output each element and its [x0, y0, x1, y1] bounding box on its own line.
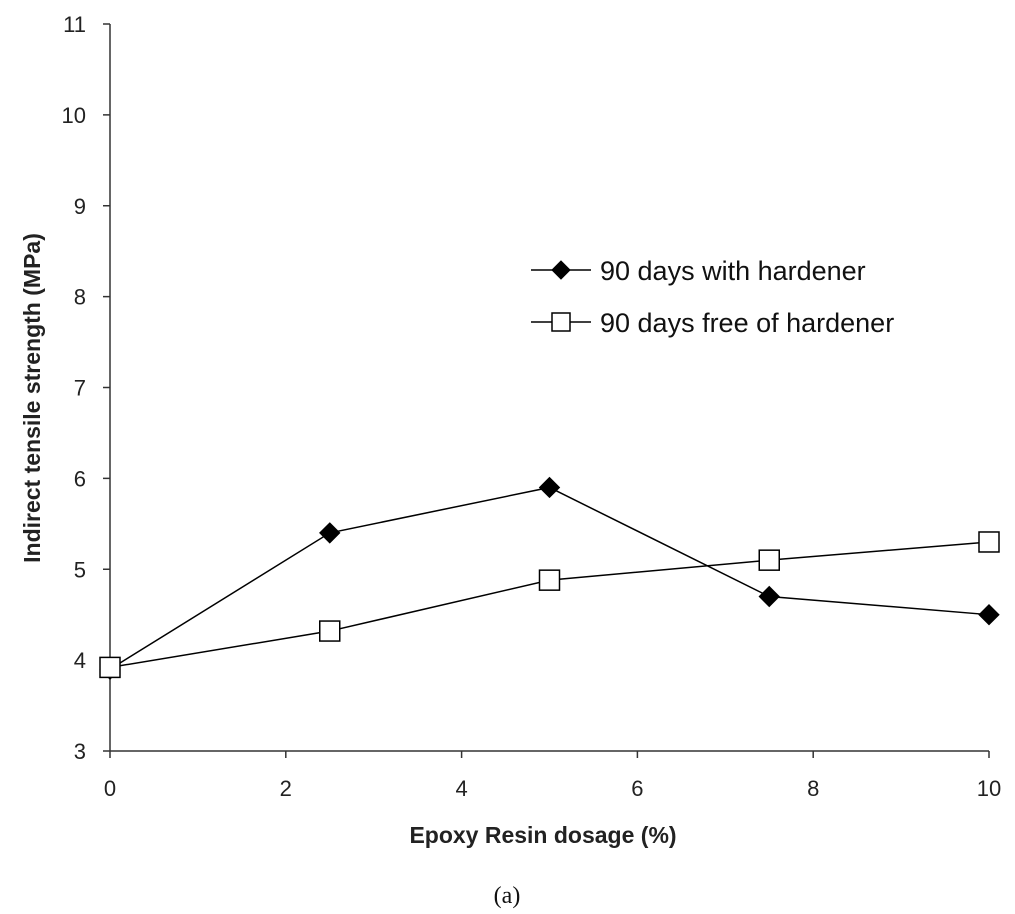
- x-tick-label: 10: [977, 776, 1001, 801]
- y-tick-label: 10: [62, 103, 86, 128]
- data-point-square: [978, 531, 1000, 553]
- plot-area: 0 2 4 6 8 10 3 4 5 6 7 8 9 10 11: [62, 12, 1002, 801]
- data-point-square: [99, 656, 121, 679]
- data-point-diamond: [538, 476, 561, 499]
- x-axis-title: Epoxy Resin dosage (%): [409, 822, 676, 848]
- data-point-diamond: [978, 603, 1000, 626]
- x-tick-label: 6: [631, 776, 643, 801]
- y-tick-label: 7: [74, 376, 86, 401]
- legend-entry-free-of-hardener: 90 days free of hardener: [531, 308, 894, 338]
- filled-diamond-icon: [551, 260, 571, 280]
- y-tick-label: 6: [74, 466, 86, 491]
- x-tick-label: 2: [280, 776, 292, 801]
- legend-entry-with-hardener: 90 days with hardener: [531, 256, 866, 286]
- data-point-diamond: [758, 585, 780, 608]
- figure-caption: (a): [494, 883, 521, 909]
- y-tick-label: 8: [74, 285, 86, 310]
- y-tick-label: 3: [74, 739, 86, 764]
- x-tick-label: 8: [807, 776, 819, 801]
- legend-label-free-of-hardener: 90 days free of hardener: [600, 308, 894, 338]
- series-layer: [99, 476, 1000, 680]
- series-line-1: [109, 541, 990, 669]
- open-square-icon: [551, 312, 571, 332]
- y-tick-label: 5: [74, 557, 86, 582]
- legend: 90 days with hardener 90 days free of ha…: [531, 256, 894, 338]
- x-axis-ticks: 0 2 4 6 8 10: [104, 751, 1001, 801]
- y-tick-label: 4: [74, 648, 86, 673]
- data-point-square: [538, 569, 561, 591]
- y-tick-label: 11: [63, 12, 86, 37]
- y-tick-label: 9: [74, 194, 86, 219]
- legend-label-with-hardener: 90 days with hardener: [600, 256, 866, 286]
- x-tick-label: 0: [104, 776, 116, 801]
- y-axis-title: Indirect tensile strength (MPa): [19, 233, 45, 563]
- y-axis-ticks: 3 4 5 6 7 8 9 10 11: [62, 12, 110, 764]
- data-point-square: [319, 620, 341, 642]
- x-tick-label: 4: [455, 776, 467, 801]
- data-point-square: [758, 549, 780, 571]
- data-point-diamond: [319, 522, 341, 544]
